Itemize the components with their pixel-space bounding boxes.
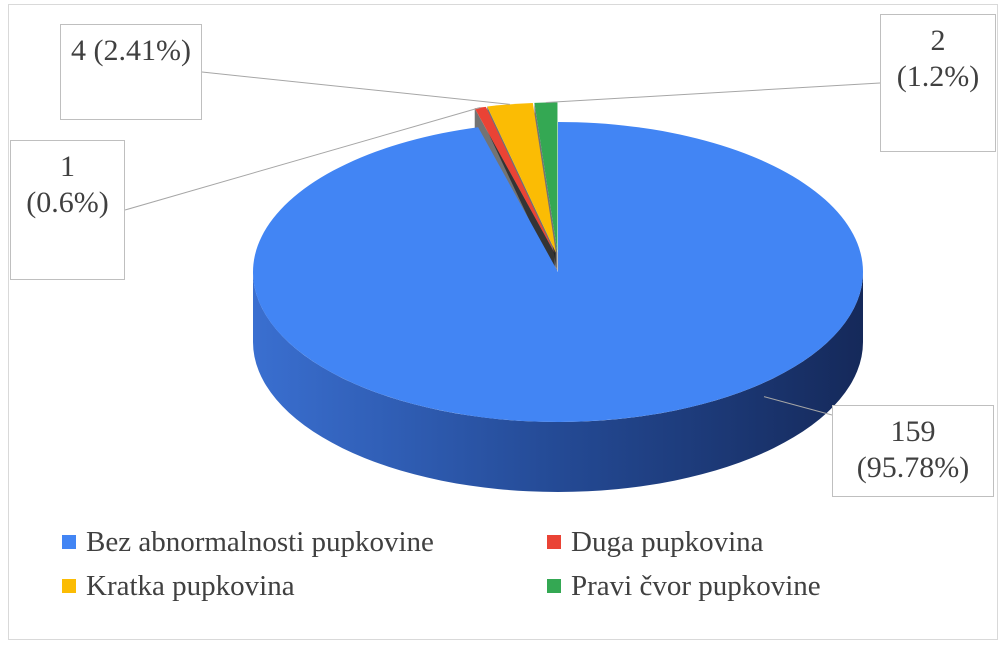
legend-label: Duga pupkovina xyxy=(571,525,764,558)
leader-line xyxy=(545,82,881,104)
data-label: 2 (1.2%) xyxy=(880,14,996,152)
leader-line xyxy=(201,71,510,105)
legend-entry: Bez abnormalnosti pupkovine xyxy=(62,520,547,564)
data-label: 1 (0.6%) xyxy=(10,140,125,280)
leader-line xyxy=(763,396,833,416)
legend-entry: Kratka pupkovina xyxy=(62,564,547,608)
legend-label: Kratka pupkovina xyxy=(86,569,295,602)
legend-swatch xyxy=(547,535,561,549)
chart-frame xyxy=(8,4,998,640)
legend-label: Bez abnormalnosti pupkovine xyxy=(86,525,434,558)
legend-label: Pravi čvor pupkovine xyxy=(571,569,821,602)
legend-entry: Duga pupkovina xyxy=(547,520,947,564)
data-label: 159 (95.78%) xyxy=(832,405,994,497)
leader-line xyxy=(124,107,481,211)
legend-entry: Pravi čvor pupkovine xyxy=(547,564,947,608)
data-label: 4 (2.41%) xyxy=(60,24,202,120)
slice xyxy=(253,122,864,422)
legend: Bez abnormalnosti pupkovine Duga pupkovin… xyxy=(62,520,962,608)
slice xyxy=(487,103,556,253)
slice xyxy=(474,106,555,253)
slice-side xyxy=(253,272,863,492)
legend-swatch xyxy=(62,535,76,549)
legend-swatch xyxy=(62,579,76,593)
slice xyxy=(534,102,558,253)
legend-swatch xyxy=(547,579,561,593)
